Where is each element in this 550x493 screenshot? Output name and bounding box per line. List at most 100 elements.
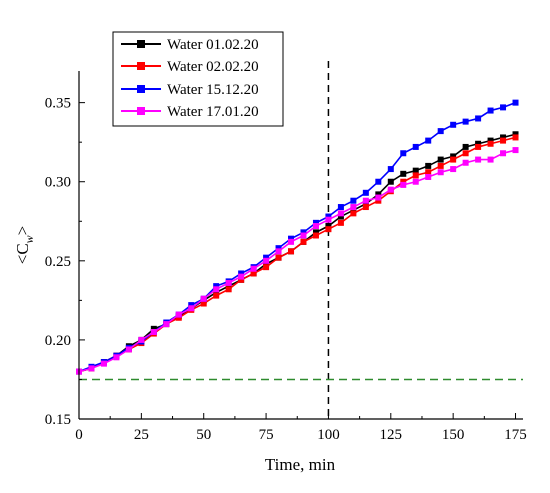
data-point <box>400 170 407 177</box>
legend-swatch-marker <box>137 107 145 115</box>
data-point <box>175 314 182 321</box>
legend-swatch-marker <box>137 62 145 70</box>
data-point <box>437 128 444 135</box>
data-point <box>300 232 307 239</box>
data-point <box>325 226 332 233</box>
x-tick-label: 0 <box>75 427 83 443</box>
data-point <box>213 283 220 290</box>
data-point <box>288 238 295 245</box>
data-point <box>500 150 507 157</box>
y-axis-title-close: > <box>13 226 32 236</box>
data-point <box>387 166 394 173</box>
data-point <box>188 302 195 309</box>
data-point <box>275 245 282 252</box>
data-point <box>263 257 270 264</box>
legend-label: Water 02.02.20 <box>167 59 259 75</box>
data-point <box>362 200 369 207</box>
data-point <box>275 248 282 255</box>
data-point <box>275 254 282 261</box>
data-point <box>362 204 369 211</box>
y-tick-label: 0.35 <box>45 96 71 112</box>
data-point <box>350 207 357 214</box>
data-point <box>238 270 245 277</box>
data-point <box>500 137 507 144</box>
series-4 <box>76 147 519 375</box>
data-point <box>462 118 469 125</box>
x-axis-title: Time, min <box>265 455 336 474</box>
data-point <box>150 329 157 335</box>
data-point <box>512 131 519 138</box>
data-point <box>450 121 457 128</box>
data-point <box>412 167 419 174</box>
data-point <box>425 137 432 144</box>
data-point <box>325 213 332 220</box>
data-point <box>400 150 407 157</box>
x-tick-label: 150 <box>442 427 465 443</box>
data-point <box>337 213 344 220</box>
data-point <box>312 232 319 239</box>
x-tick-label: 25 <box>134 427 149 443</box>
data-point <box>125 346 132 353</box>
data-point <box>437 169 444 176</box>
y-axis-title-main: <C <box>13 243 32 264</box>
data-point <box>350 197 357 204</box>
data-point <box>312 229 319 236</box>
data-point <box>512 147 519 154</box>
y-tick-label: 0.25 <box>45 254 71 270</box>
data-point <box>250 265 257 272</box>
data-point <box>263 260 270 267</box>
data-point <box>138 336 145 343</box>
data-point <box>475 140 482 147</box>
series-layer <box>76 99 519 375</box>
data-point <box>188 305 195 312</box>
y-axis-title: <Cw> <box>13 226 36 265</box>
data-point <box>425 169 432 176</box>
data-point <box>450 166 457 173</box>
data-point <box>425 173 432 180</box>
legend-entry: Water 15.12.20 <box>121 82 259 98</box>
legend: Water 01.02.20 Water 02.02.20 Water 15.1… <box>112 31 284 127</box>
data-point <box>100 360 107 367</box>
data-point <box>200 295 207 302</box>
data-point <box>487 107 494 114</box>
legend-label: Water 17.01.20 <box>167 104 259 120</box>
axes <box>78 71 523 420</box>
data-point <box>337 204 344 211</box>
data-point <box>475 143 482 150</box>
x-tick-label: 125 <box>380 427 403 443</box>
data-point <box>425 162 432 169</box>
data-point <box>487 140 494 147</box>
data-point <box>337 219 344 226</box>
x-tick-label: 175 <box>504 427 527 443</box>
reference-lines <box>79 61 523 419</box>
data-point <box>437 156 444 163</box>
data-point <box>400 178 407 185</box>
data-point <box>288 235 295 242</box>
data-point <box>462 143 469 150</box>
legend-swatch-marker <box>137 85 145 93</box>
data-point <box>213 286 220 293</box>
data-point <box>225 279 232 286</box>
data-point <box>225 286 232 293</box>
data-point <box>238 276 245 283</box>
data-point <box>88 365 95 372</box>
x-tick-label: 50 <box>196 427 211 443</box>
legend-label: Water 15.12.20 <box>167 82 259 98</box>
data-point <box>462 150 469 157</box>
data-point <box>213 289 220 296</box>
data-point <box>475 115 482 122</box>
data-point <box>362 197 369 204</box>
series-line <box>78 101 516 373</box>
data-point <box>362 189 369 196</box>
data-point <box>512 134 519 141</box>
data-point <box>387 178 394 185</box>
data-point <box>412 143 419 150</box>
data-point <box>512 99 519 106</box>
data-point <box>375 197 382 204</box>
data-point <box>487 137 494 144</box>
data-point <box>375 191 382 198</box>
data-point <box>288 248 295 255</box>
series-3 <box>76 99 519 375</box>
y-tick-label: 0.30 <box>45 175 71 191</box>
legend-entry: Water 17.01.20 <box>121 104 259 120</box>
